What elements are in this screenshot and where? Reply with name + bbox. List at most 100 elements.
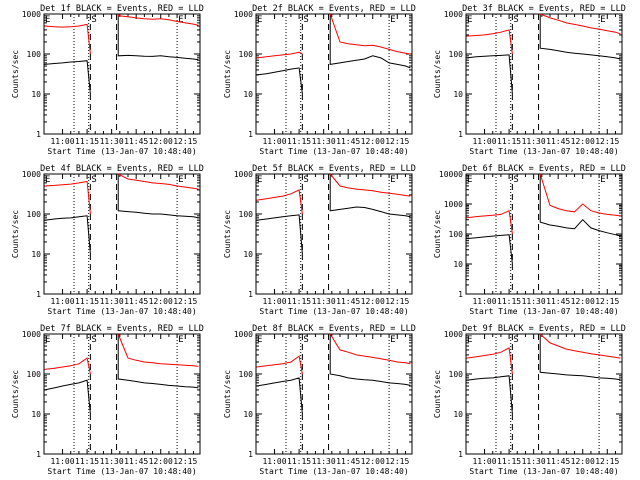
y-tick-label: 1 bbox=[248, 290, 253, 299]
x-tick-label: 12:00 bbox=[361, 297, 385, 306]
y-tick-label: 10 bbox=[31, 410, 41, 419]
x-tick-label: 11:30 bbox=[312, 457, 336, 466]
x-tick-label: 11:45 bbox=[546, 457, 570, 466]
series-lld-pre bbox=[256, 51, 303, 59]
series-lld-pre bbox=[44, 23, 91, 55]
series-lld-post bbox=[540, 13, 621, 35]
series-events-pre bbox=[256, 67, 303, 95]
plot-frame bbox=[255, 173, 413, 295]
series-lld-pre bbox=[466, 29, 513, 55]
x-axis-label: Start Time (13-Jan-07 10:48:40) bbox=[259, 467, 408, 476]
x-tick-label: 11:00 bbox=[472, 457, 496, 466]
x-tick-label: 12:15 bbox=[173, 457, 197, 466]
series-lld-post bbox=[329, 173, 411, 197]
y-tick-label: 10 bbox=[453, 90, 463, 99]
y-axis-label: Counts/sec bbox=[223, 370, 232, 418]
y-tick-label: 1000 bbox=[22, 170, 41, 179]
x-tick-label: 12:00 bbox=[571, 137, 595, 146]
series-lld-pre bbox=[44, 180, 91, 215]
y-tick-label: 1 bbox=[458, 290, 463, 299]
y-tick-label: 1 bbox=[248, 130, 253, 139]
x-tick-label: 11:15 bbox=[287, 137, 311, 146]
y-tick-label: 1 bbox=[36, 130, 41, 139]
plot-frame bbox=[43, 173, 201, 295]
y-tick-label: 100 bbox=[449, 230, 464, 239]
y-tick-label: 100 bbox=[449, 50, 464, 59]
series-lld-post bbox=[329, 333, 411, 365]
x-tick-label: 12:00 bbox=[149, 137, 173, 146]
marker-e-start: E bbox=[467, 15, 472, 25]
marker-e-end: E bbox=[600, 15, 605, 25]
panel-det-7: Det 7f BLACK = Events, RED = LLD 1 10 100 10… bbox=[11, 324, 204, 476]
y-tick-label: 1000 bbox=[444, 10, 463, 19]
plot-frame bbox=[255, 333, 413, 455]
panel-title: Det 2f BLACK = Events, RED = LLD bbox=[252, 4, 416, 14]
marker-s: S bbox=[303, 15, 308, 25]
y-axis-label: Counts/sec bbox=[433, 210, 442, 258]
x-tick-label: 11:30 bbox=[100, 137, 124, 146]
x-tick-label: 11:15 bbox=[497, 137, 521, 146]
x-axis-label: Start Time (13-Jan-07 10:48:40) bbox=[469, 147, 618, 156]
y-axis-label: Counts/sec bbox=[223, 210, 232, 258]
y-tick-label: 10 bbox=[453, 260, 463, 269]
y-tick-label: 1000 bbox=[234, 170, 253, 179]
x-tick-label: 12:00 bbox=[149, 457, 173, 466]
y-tick-label: 10 bbox=[31, 250, 41, 259]
x-tick-label: 12:15 bbox=[385, 137, 409, 146]
x-tick-label: 11:15 bbox=[75, 457, 99, 466]
series-lld-pre bbox=[256, 189, 303, 215]
series-events-post bbox=[117, 14, 199, 61]
x-tick-label: 11:45 bbox=[124, 297, 148, 306]
y-tick-label: 100 bbox=[27, 370, 42, 379]
panel-det-8: Det 8f BLACK = Events, RED = LLD 1 10 100 10… bbox=[223, 324, 416, 476]
marker-s: S bbox=[91, 175, 96, 185]
panel-title: Det 7f BLACK = Events, RED = LLD bbox=[40, 324, 204, 334]
series-events-pre bbox=[256, 377, 303, 415]
series-lld-post bbox=[329, 13, 411, 55]
series-events-post bbox=[117, 174, 199, 219]
panel-det-1: Det 1f BLACK = Events, RED = LLD 1 10 100 10… bbox=[11, 4, 204, 156]
x-tick-label: 12:15 bbox=[595, 137, 619, 146]
y-tick-label: 10 bbox=[243, 250, 253, 259]
x-tick-label: 11:45 bbox=[336, 457, 360, 466]
x-tick-label: 11:45 bbox=[124, 457, 148, 466]
series-events-pre bbox=[44, 215, 91, 255]
y-tick-label: 100 bbox=[27, 210, 42, 219]
plot-frame bbox=[43, 333, 201, 455]
y-tick-label: 1000 bbox=[444, 200, 463, 209]
panel-title: Det 5f BLACK = Events, RED = LLD bbox=[252, 164, 416, 174]
y-tick-label: 1 bbox=[36, 290, 41, 299]
series-lld-pre bbox=[44, 357, 91, 375]
y-tick-label: 10 bbox=[453, 410, 463, 419]
series-events-pre bbox=[256, 214, 303, 255]
y-tick-label: 1 bbox=[36, 450, 41, 459]
series-lld-post bbox=[539, 333, 621, 359]
x-tick-label: 12:00 bbox=[571, 457, 595, 466]
x-tick-label: 11:30 bbox=[522, 457, 546, 466]
x-axis-label: Start Time (13-Jan-07 10:48:40) bbox=[47, 467, 196, 476]
x-tick-label: 12:00 bbox=[149, 297, 173, 306]
x-axis-label: Start Time (13-Jan-07 10:48:40) bbox=[47, 147, 196, 156]
panel-title: Det 9f BLACK = Events, RED = LLD bbox=[462, 324, 626, 334]
x-tick-label: 12:15 bbox=[173, 297, 197, 306]
x-axis-label: Start Time (13-Jan-07 10:48:40) bbox=[259, 307, 408, 316]
plot-frame bbox=[465, 333, 623, 455]
panel-title: Det 4f BLACK = Events, RED = LLD bbox=[40, 164, 204, 174]
y-tick-label: 10 bbox=[31, 90, 41, 99]
y-tick-label: 1000 bbox=[444, 330, 463, 339]
series-lld-post bbox=[117, 14, 199, 26]
x-tick-label: 12:15 bbox=[173, 137, 197, 146]
panel-det-5: Det 5f BLACK = Events, RED = LLD 1 10 100 10… bbox=[223, 164, 416, 316]
y-tick-label: 10 bbox=[243, 410, 253, 419]
x-tick-label: 11:15 bbox=[75, 137, 99, 146]
marker-e-start: E bbox=[257, 175, 262, 185]
x-tick-label: 12:00 bbox=[361, 137, 385, 146]
panel-title: Det 1f BLACK = Events, RED = LLD bbox=[40, 4, 204, 14]
panel-title: Det 3f BLACK = Events, RED = LLD bbox=[462, 4, 626, 14]
marker-e-start: E bbox=[257, 335, 262, 345]
x-tick-label: 12:00 bbox=[361, 457, 385, 466]
panel-det-2: Det 2f BLACK = Events, RED = LLD 1 10 100 10… bbox=[223, 4, 416, 156]
panel-det-9: Det 9f BLACK = Events, RED = LLD 1 10 100 10… bbox=[433, 324, 626, 476]
marker-e-start: E bbox=[45, 175, 50, 185]
x-tick-label: 11:45 bbox=[336, 137, 360, 146]
